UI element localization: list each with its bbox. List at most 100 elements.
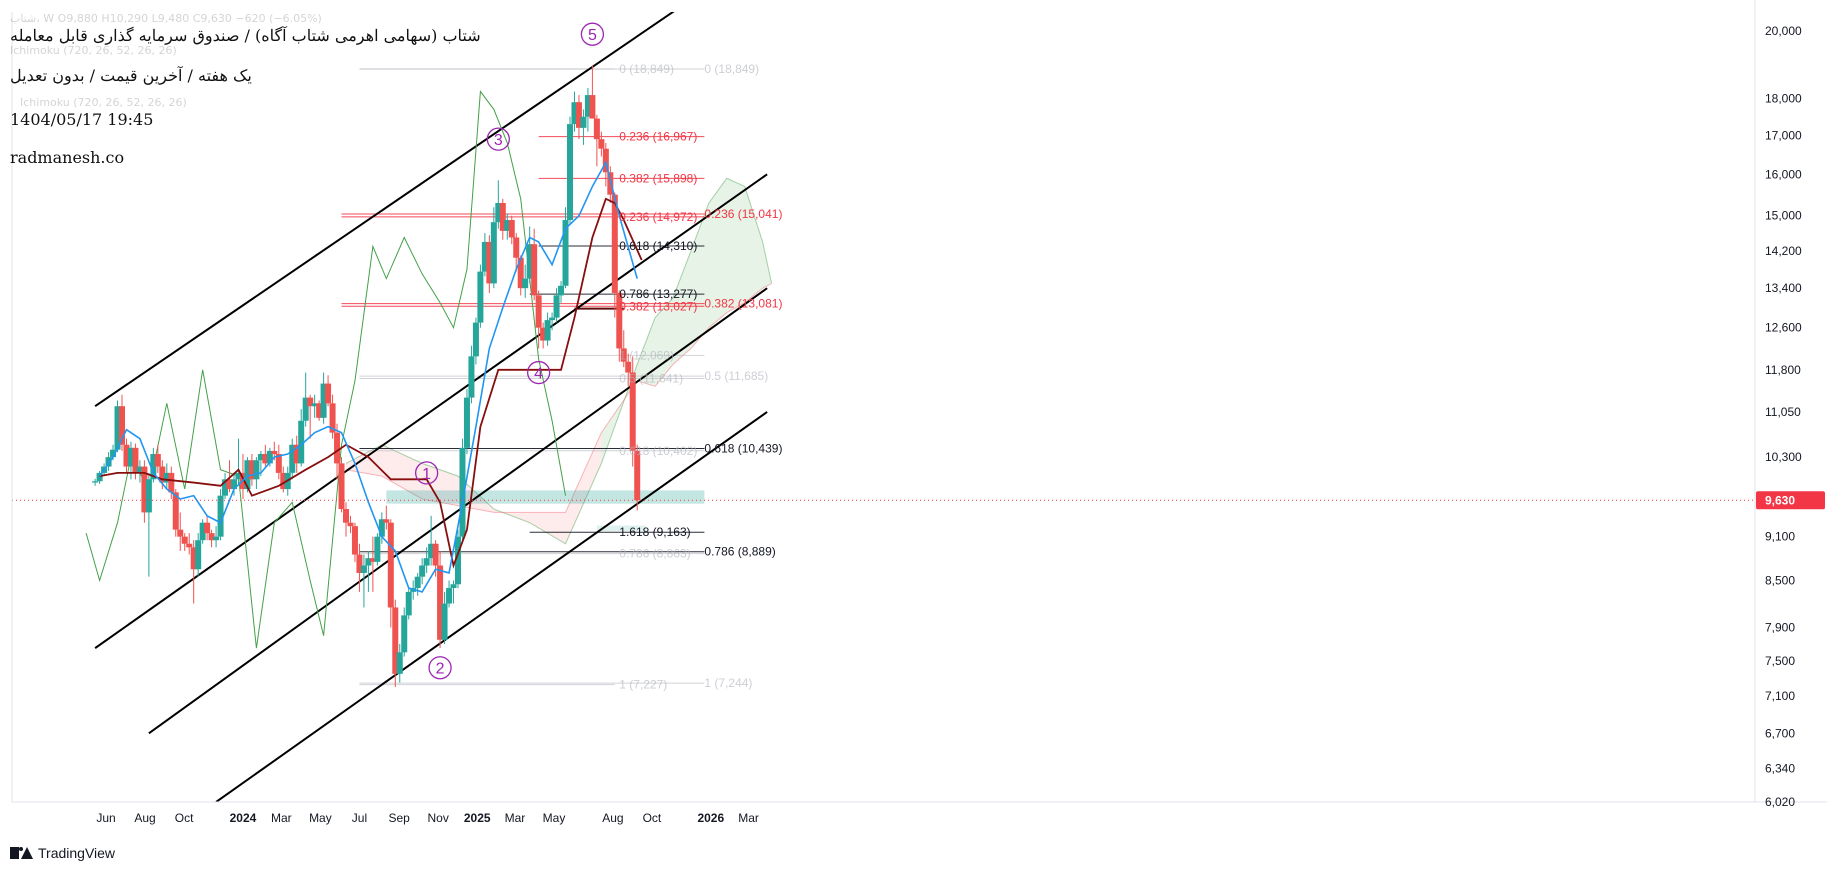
candle-body	[320, 383, 327, 418]
candle-body	[620, 348, 627, 362]
candle-body	[481, 241, 488, 272]
bullish-candle	[455, 529, 461, 589]
bearish-candle	[593, 114, 600, 167]
candle-body	[235, 472, 242, 480]
candle-body	[141, 466, 148, 513]
wave-number: 5	[588, 27, 597, 44]
bearish-candle	[141, 460, 148, 523]
wave-circle	[526, 360, 551, 385]
bullish-candle	[374, 533, 381, 566]
bearish-candle	[338, 457, 345, 513]
candle-body	[446, 588, 453, 604]
candle-body	[531, 244, 538, 296]
bearish-candle	[499, 198, 506, 240]
candle-body	[387, 522, 394, 608]
fib-label: 0.382 (13,027)	[619, 299, 697, 313]
candle-body	[450, 584, 457, 589]
candle-body	[347, 522, 354, 527]
candle-body	[414, 576, 421, 589]
bullish-candle	[253, 457, 260, 490]
senkou-span-a	[345, 177, 773, 545]
bearish-candle	[535, 290, 542, 349]
price-tick-label: 6,700	[1765, 726, 1795, 740]
candle-body	[190, 547, 197, 570]
candle-body	[504, 220, 511, 231]
price-tick-label: 8,500	[1765, 573, 1795, 587]
bullish-candle	[405, 588, 412, 620]
candle-body	[110, 449, 117, 458]
tradingview-brand[interactable]: TradingView	[10, 845, 115, 861]
candle-body	[92, 481, 99, 483]
time-tick-label: Jul	[352, 811, 367, 825]
elliott-wave-label: 4	[526, 360, 551, 385]
elliott-wave-label: 1	[414, 461, 439, 485]
candle-body	[275, 454, 282, 473]
candle-body	[584, 95, 591, 117]
wave-number: 2	[436, 661, 445, 678]
candle-body	[244, 460, 251, 490]
channel-line	[94, 173, 768, 649]
price-tick-label: 9,100	[1765, 530, 1795, 544]
bearish-candle	[123, 438, 130, 473]
candle-body	[575, 102, 582, 128]
bearish-candle	[387, 519, 394, 628]
time-tick-label: 2025	[464, 811, 491, 825]
bullish-candle	[504, 213, 511, 240]
fib-label: 0.618 (10,402)	[619, 444, 697, 458]
candle-body	[217, 495, 224, 537]
candle-body	[222, 479, 229, 496]
bullish-candle	[302, 372, 309, 427]
candle-body	[378, 519, 385, 537]
bullish-candle	[450, 580, 457, 604]
fib-label: 0.618 (14,310)	[619, 239, 697, 253]
bearish-candle	[589, 65, 596, 119]
bearish-candle	[437, 550, 444, 649]
candle-body	[343, 509, 349, 523]
kijun-sen-line	[99, 197, 643, 569]
time-tick-label: Mar	[271, 811, 292, 825]
bearish-candle	[177, 512, 184, 551]
bullish-candle	[298, 409, 305, 467]
price-tick-label: 18,000	[1765, 92, 1802, 106]
bullish-candle	[213, 526, 220, 548]
bearish-candle	[186, 533, 193, 555]
candle-body	[181, 536, 188, 544]
candle-body	[257, 454, 264, 461]
candle-body	[369, 558, 376, 562]
candle-body	[289, 444, 296, 473]
candle-body	[598, 139, 605, 149]
bullish-candle	[428, 515, 435, 566]
fib-label: 0.5 (11,685)	[704, 369, 768, 383]
elliott-wave-label: 3	[486, 127, 510, 151]
bearish-candle	[531, 228, 538, 301]
candle-body	[127, 447, 134, 467]
candle-body	[213, 536, 220, 541]
bullish-candle	[549, 312, 556, 331]
bullish-candle	[231, 472, 237, 496]
bullish-candle	[114, 400, 121, 453]
bearish-candle	[172, 489, 179, 537]
support-zone-secondary	[596, 525, 647, 532]
fib-label: 0.786 (8,889)	[704, 545, 775, 559]
chart-subtitle: یک هفته / آخرین قیمت / بدون تعدیل	[10, 66, 252, 85]
price-tick-label: 11,050	[1765, 405, 1801, 419]
bullish-candle	[401, 607, 408, 657]
candle-body	[96, 472, 103, 482]
candle-body	[517, 257, 524, 289]
bearish-candle	[226, 460, 233, 493]
bullish-candle	[481, 233, 488, 277]
candle-body	[186, 543, 193, 548]
bearish-candle	[540, 322, 547, 349]
last-price-badge	[1756, 491, 1825, 510]
fib-label: 0.382 (13,081)	[704, 297, 782, 311]
candle-body	[208, 533, 215, 541]
fib-label: 1 (7,244)	[704, 676, 752, 690]
fib-label: 0.618 (10,439)	[704, 442, 782, 456]
fib-label: 0.382 (15,898)	[619, 171, 697, 185]
candle-body	[571, 102, 578, 125]
candle-body	[616, 292, 623, 349]
fib-label: 0.236 (14,972)	[619, 210, 697, 224]
bearish-candle	[620, 330, 627, 368]
candle-body	[262, 454, 269, 464]
